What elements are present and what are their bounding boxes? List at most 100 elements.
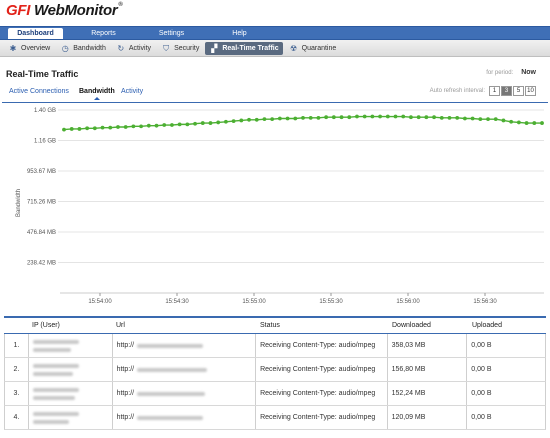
url-cell: http:// [113, 382, 257, 405]
data-point [277, 116, 282, 121]
status-cell: Receiving Content-Type: audio/mpeg [256, 358, 388, 381]
data-point [146, 123, 151, 128]
data-point [108, 125, 113, 130]
data-point [447, 115, 452, 120]
subnav-item-label: Real-Time Traffic [222, 44, 279, 52]
y-tick-label: 1.40 GB [34, 108, 56, 114]
data-point [231, 119, 236, 124]
ip-user-cell [29, 406, 113, 429]
data-point [324, 115, 329, 120]
blurred-ip [32, 339, 79, 344]
content-tabs: Active Connections Bandwidth Activity Au… [0, 85, 550, 100]
sub-nav: ✱ Overview ◷ Bandwidth ↻ Activity ⛉ Secu… [0, 40, 550, 57]
main-tab-help[interactable]: Help [232, 30, 247, 37]
data-point [224, 119, 228, 124]
blurred-url [137, 391, 206, 396]
downloaded-cell: 156,80 MB [388, 358, 468, 381]
main-tab-dashboard[interactable]: Dashboard [8, 28, 63, 39]
status-text: Receiving Content-Type: audio/mpeg [260, 413, 376, 421]
data-point [170, 123, 174, 127]
quarantine-icon: ☢ [290, 43, 298, 53]
blurred-url [137, 367, 208, 372]
blurred-user [32, 395, 75, 400]
uploaded-cell: 0,00 B [471, 366, 492, 373]
ip-user-cell [29, 382, 113, 405]
data-point [308, 115, 313, 120]
table-row[interactable]: 4. http:// Receiving Content-Type: audio… [4, 406, 546, 430]
data-point [200, 121, 205, 125]
tab-bandwidth[interactable]: Bandwidth [79, 88, 115, 100]
table-row[interactable]: 1. http:// Receiving Content-Type: audio… [4, 334, 546, 358]
subnav-item-label: Overview [21, 44, 51, 52]
status-cell: Receiving Content-Type: audio/mpeg [256, 334, 388, 357]
data-point [154, 123, 159, 128]
x-tick-label: 15:56:30 [473, 299, 497, 305]
subnav-item-activity[interactable]: ↻ Activity [112, 42, 155, 55]
data-point [116, 125, 120, 129]
url-prefix: http:// [116, 390, 135, 397]
data-point [463, 116, 467, 121]
tab-active-connections[interactable]: Active Connections [9, 88, 69, 95]
status-text: Receiving Content-Type: audio/mpeg [260, 389, 376, 397]
title-row: Real-Time Traffic for period: Now [0, 57, 550, 81]
data-point [100, 125, 105, 130]
data-point [470, 116, 475, 121]
subnav-item-label: Activity [128, 44, 152, 52]
data-point [347, 115, 352, 120]
url-prefix: http:// [116, 366, 135, 373]
tab-activity[interactable]: Activity [121, 88, 144, 95]
x-tick-label: 15:55:30 [319, 299, 343, 305]
bandwidth-icon: ◷ [61, 43, 69, 53]
status-text: Receiving Content-Type: audio/mpeg [260, 341, 376, 349]
data-point [532, 121, 537, 125]
table-header: IP (User) Url Status Downloaded Uploaded [4, 318, 546, 334]
y-tick-label: 1.16 GB [34, 139, 56, 145]
refresh-option-5[interactable]: 5 [513, 86, 524, 96]
blurred-url [137, 343, 204, 348]
data-point [478, 117, 483, 122]
y-tick-label: 476.84 MB [27, 230, 56, 236]
table-row[interactable]: 2. http:// Receiving Content-Type: audio… [4, 358, 546, 382]
data-point [62, 127, 66, 132]
data-point [439, 115, 444, 120]
main-nav: Dashboard Reports Settings Help [0, 26, 550, 40]
table-row[interactable]: 3. http:// Receiving Content-Type: audio… [4, 382, 546, 406]
data-point [362, 114, 367, 119]
blurred-user [32, 419, 69, 424]
security-icon: ⛉ [163, 43, 170, 53]
data-point [316, 115, 321, 120]
x-tick-label: 15:54:00 [88, 299, 112, 305]
data-point [416, 115, 421, 120]
subnav-item-label: Quarantine [301, 44, 337, 52]
bandwidth-chart: 1.40 GB 1.16 GB 953.67 MB 715.26 MB 476.84 M… [2, 102, 548, 312]
subnav-item-quarantine[interactable]: ☢ Quarantine [285, 42, 341, 55]
subnav-item-bandwidth[interactable]: ◷ Bandwidth [56, 42, 110, 55]
data-point [409, 115, 413, 120]
subnav-item-realtime-traffic[interactable]: ▞ Real-Time Traffic [205, 41, 283, 55]
refresh-option-10[interactable]: 10 [525, 86, 536, 96]
data-point [331, 115, 336, 120]
ip-user-cell [29, 358, 113, 381]
data-point [540, 121, 544, 125]
main-tab-settings[interactable]: Settings [158, 30, 185, 37]
main-tab-reports[interactable]: Reports [91, 30, 116, 37]
y-tick-label: 715.26 MB [27, 200, 56, 206]
subnav-item-security[interactable]: ⛉ Security [157, 42, 203, 55]
data-point [486, 117, 490, 122]
refresh-option-1[interactable]: 1 [489, 86, 500, 96]
subnav-item-overview[interactable]: ✱ Overview [4, 42, 54, 55]
data-point [254, 117, 259, 122]
status-text: Receiving Content-Type: audio/mpeg [260, 365, 376, 373]
data-point [378, 114, 382, 119]
y-axis-label: Bandwidth [16, 189, 22, 217]
data-point [69, 127, 74, 131]
data-point [524, 121, 529, 125]
data-point [247, 117, 251, 122]
uploaded-cell: 0,00 B [471, 414, 492, 421]
blurred-user [32, 347, 71, 352]
header-downloaded: Downloaded [392, 322, 431, 329]
refresh-option-3[interactable]: 3 [501, 86, 512, 96]
data-point [193, 121, 197, 126]
blurred-url [137, 415, 204, 420]
data-point [401, 114, 406, 119]
